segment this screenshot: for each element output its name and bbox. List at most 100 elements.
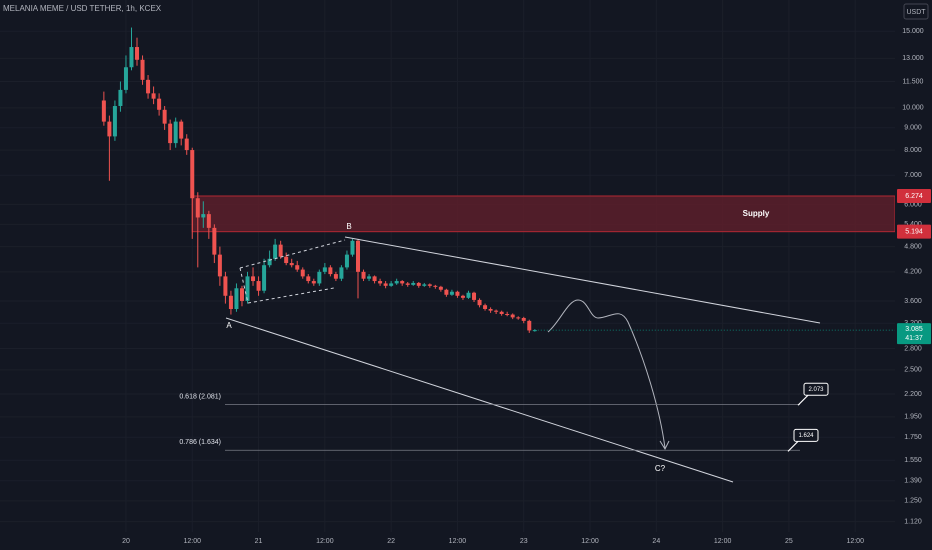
candle-body: [300, 269, 305, 277]
candle-body: [201, 214, 206, 218]
candle-body: [378, 281, 383, 284]
y-tick-label: 13.000: [902, 55, 924, 62]
candle-body: [173, 121, 178, 144]
x-tick-label: 12:00: [316, 538, 334, 545]
candle-body: [411, 282, 416, 285]
candle-body: [477, 299, 482, 306]
fib-label: 0.618 (2.081): [179, 393, 221, 400]
candle-body: [123, 67, 128, 90]
callout-box: [793, 428, 819, 442]
y-tick-label: 8.000: [904, 147, 922, 154]
price-axis-bg: [895, 0, 932, 550]
candle-body: [361, 271, 366, 279]
grid: [0, 0, 895, 532]
y-tick-label: 3.600: [904, 298, 922, 305]
y-tick-label: 1.750: [904, 434, 922, 441]
x-tick-label: 12:00: [714, 538, 732, 545]
candle-body: [400, 281, 405, 284]
candle-body: [472, 292, 477, 300]
candle-body: [488, 308, 493, 311]
candle-body: [101, 100, 106, 122]
last-price-badge: [897, 323, 931, 345]
candle-body: [135, 47, 140, 60]
flag-bottom: [247, 287, 335, 304]
price-badge: [897, 188, 931, 203]
candle-body: [295, 265, 300, 270]
candle-body: [532, 330, 537, 332]
callout-box: [803, 382, 829, 396]
candle-body: [118, 89, 123, 107]
candle-body: [206, 214, 211, 228]
candle-body: [273, 244, 278, 259]
candle-body: [267, 258, 272, 266]
candle-body: [256, 281, 261, 291]
candle-body: [112, 106, 117, 137]
y-tick-label: 1.120: [904, 518, 922, 525]
candle-body: [438, 286, 443, 290]
candle-body: [460, 295, 465, 298]
candle-body: [455, 291, 460, 296]
candle-body: [157, 98, 162, 110]
chart-title: MELANIA MEME / USD TETHER, 1h, KCEX: [3, 4, 162, 13]
upper-trend-line: [344, 236, 821, 324]
candle-body: [168, 123, 173, 144]
candle-body: [107, 121, 112, 137]
zone-label: Supply: [743, 209, 770, 218]
y-tick-label: 15.000: [902, 28, 924, 35]
x-tick-label: 21: [255, 538, 263, 545]
x-tick-label: 12:00: [449, 538, 467, 545]
wave-label: B: [346, 222, 351, 231]
candle-body: [333, 274, 338, 279]
y-tick-label: 1.390: [904, 478, 922, 485]
candle-body: [278, 244, 283, 257]
candle-body: [449, 291, 454, 295]
candle-body: [228, 295, 233, 309]
y-tick-label: 6.000: [904, 201, 922, 208]
projection-arrow: [659, 440, 670, 451]
callout-pointer: [797, 394, 809, 406]
y-tick-label: 11.500: [903, 78, 924, 85]
wave-label: A: [226, 321, 232, 330]
candle-body: [466, 292, 471, 298]
candle-body: [389, 283, 394, 286]
y-tick-label: 2.200: [904, 391, 922, 398]
x-tick-label: 12:00: [183, 538, 201, 545]
candle-body: [427, 284, 432, 286]
price-badge-label: 6.274: [905, 193, 923, 200]
callout-pointer: [787, 440, 799, 452]
fib-label: 0.786 (1.634): [179, 439, 221, 446]
candle-body: [383, 283, 388, 286]
x-tick-label: 25: [785, 538, 793, 545]
candle-body: [234, 288, 239, 309]
candle-body: [405, 283, 410, 285]
candle-body: [499, 311, 504, 314]
candle-body: [129, 47, 134, 68]
candles: [101, 27, 537, 333]
candle-body: [350, 240, 355, 255]
candle-body: [245, 276, 250, 301]
candle-body: [284, 256, 289, 264]
y-tick-label: 10.000: [902, 105, 924, 112]
x-tick-label: 24: [652, 538, 660, 545]
candle-body: [494, 310, 499, 312]
y-tick-label: 5.400: [904, 221, 922, 228]
countdown-label: 41:37: [905, 335, 923, 342]
candle-body: [527, 320, 532, 331]
y-tick-label: 9.000: [904, 125, 922, 132]
candle-body: [483, 305, 488, 309]
candle-body: [516, 317, 521, 319]
candle-body: [217, 254, 222, 277]
candle-body: [306, 276, 311, 282]
price-badge-label: 5.194: [905, 229, 923, 236]
candle-body: [289, 263, 294, 266]
candle-body: [146, 79, 151, 94]
candle-body: [140, 59, 145, 80]
callout-label: 2.073: [808, 387, 824, 393]
y-tick-label: 1.950: [904, 414, 922, 421]
candle-body: [344, 254, 349, 268]
candle-body: [223, 276, 228, 296]
last-price-label: 3.085: [905, 326, 923, 333]
candle-body: [394, 281, 399, 284]
